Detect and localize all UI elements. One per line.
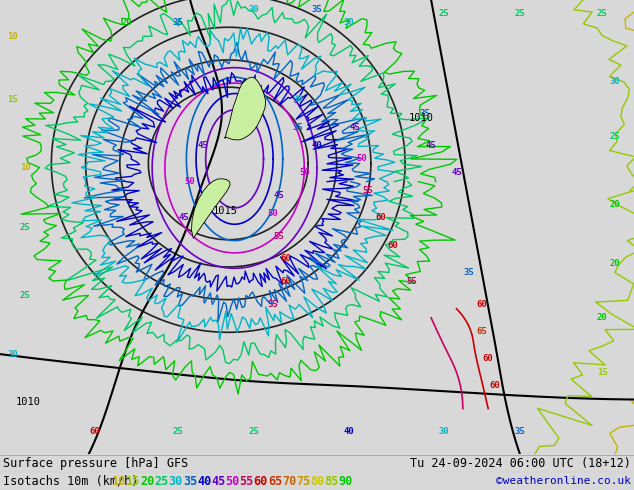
Text: 55: 55 [274,232,284,241]
Text: 60: 60 [254,474,268,488]
Text: 35: 35 [183,474,197,488]
Text: 25: 25 [172,427,183,436]
Text: 45: 45 [211,474,226,488]
Text: 30: 30 [293,96,303,104]
Text: 15: 15 [597,368,607,377]
Text: 55: 55 [268,300,278,309]
Text: 85: 85 [325,474,339,488]
Text: 75: 75 [296,474,311,488]
Text: 1015: 1015 [212,206,238,216]
Text: 80: 80 [311,474,325,488]
Text: 55: 55 [240,474,254,488]
Text: 20: 20 [610,259,620,268]
Text: 50: 50 [356,154,366,163]
Text: 45: 45 [451,168,462,177]
Text: 45: 45 [198,141,208,150]
Text: 10: 10 [112,474,126,488]
Text: 55: 55 [363,186,373,195]
Text: 50: 50 [299,168,309,177]
Text: 45: 45 [426,141,436,150]
Text: 45: 45 [179,214,189,222]
Polygon shape [191,179,230,238]
Text: 60: 60 [280,254,290,263]
Text: 10: 10 [20,164,30,172]
Text: ©weatheronline.co.uk: ©weatheronline.co.uk [496,476,631,486]
Text: Isotachs 10m (km/h): Isotachs 10m (km/h) [3,474,138,488]
Text: 15: 15 [126,474,140,488]
Text: 45: 45 [350,122,360,132]
Text: 60: 60 [280,277,290,286]
Text: 60: 60 [388,241,398,250]
Text: 50: 50 [185,177,195,186]
Text: 25: 25 [249,427,259,436]
Text: 30: 30 [610,77,620,86]
Text: 45: 45 [274,191,284,200]
Text: 1010: 1010 [409,113,434,123]
Text: 65: 65 [268,474,282,488]
Text: 60: 60 [489,381,500,391]
Text: 25: 25 [155,474,169,488]
Text: 25: 25 [20,291,30,299]
Text: 35: 35 [515,427,525,436]
Text: 10: 10 [8,32,18,41]
Text: 65: 65 [477,327,487,336]
Text: 35: 35 [464,268,474,277]
Text: 70: 70 [282,474,296,488]
Text: 35: 35 [312,4,322,14]
Text: 35: 35 [293,122,303,132]
Text: 20: 20 [610,200,620,209]
Text: 20: 20 [140,474,155,488]
Text: Tu 24-09-2024 06:00 UTC (18+12): Tu 24-09-2024 06:00 UTC (18+12) [410,457,631,469]
Text: 25: 25 [610,132,620,141]
Text: 1010: 1010 [16,397,41,407]
Text: 25: 25 [20,222,30,231]
Text: 30: 30 [249,4,259,14]
Text: 25: 25 [597,9,607,18]
Text: 50: 50 [268,209,278,218]
Text: Surface pressure [hPa] GFS: Surface pressure [hPa] GFS [3,457,188,469]
Text: 55: 55 [407,277,417,286]
Text: 30: 30 [439,427,449,436]
Text: 40: 40 [344,427,354,436]
Text: 35: 35 [420,109,430,118]
Text: 90: 90 [339,474,353,488]
Text: 30: 30 [344,18,354,27]
Text: 30: 30 [169,474,183,488]
Text: 15: 15 [8,96,18,104]
Text: 40: 40 [197,474,211,488]
Text: 20: 20 [122,18,132,27]
Text: 40: 40 [312,141,322,150]
Polygon shape [224,77,266,140]
Text: 60: 60 [90,427,100,436]
Text: 35: 35 [172,18,183,27]
Text: 25: 25 [515,9,525,18]
Text: 50: 50 [225,474,240,488]
Text: 60: 60 [477,300,487,309]
Text: 60: 60 [375,214,385,222]
Text: 20: 20 [597,313,607,322]
Text: 60: 60 [483,354,493,363]
Text: 30: 30 [8,350,18,359]
Text: 25: 25 [439,9,449,18]
